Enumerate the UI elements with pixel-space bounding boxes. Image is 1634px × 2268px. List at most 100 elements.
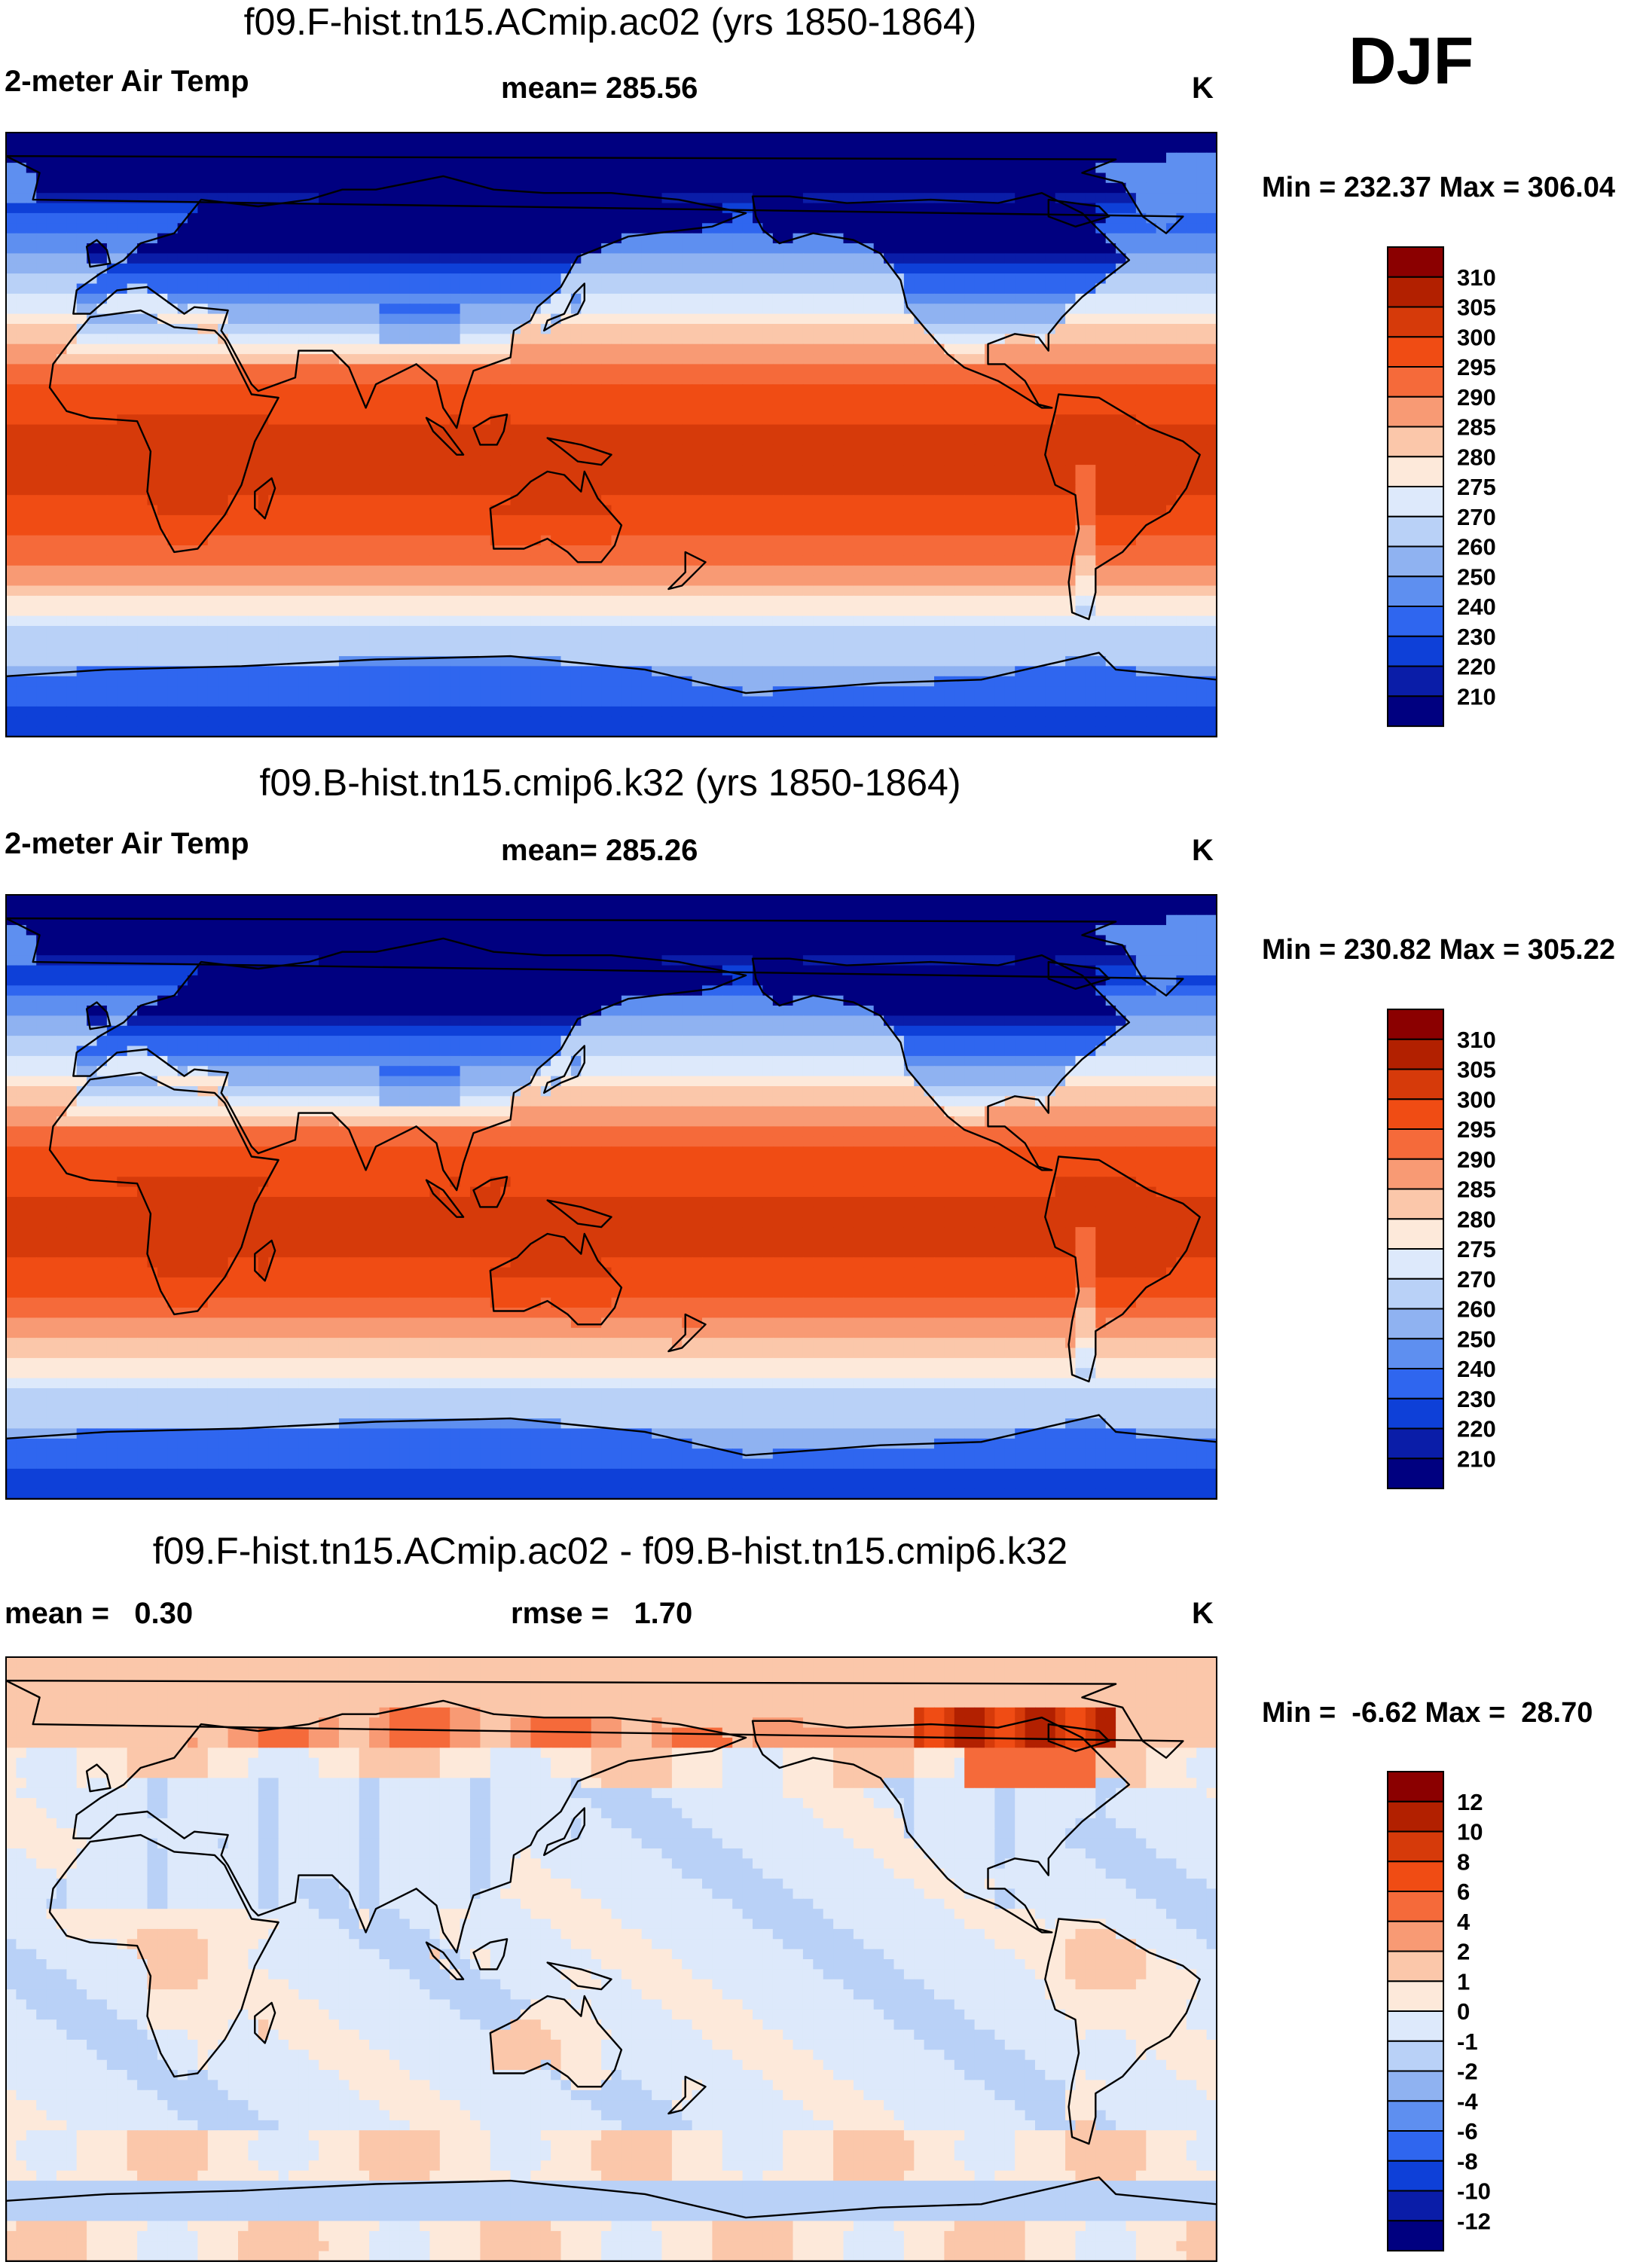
colorbar-box <box>1387 515 1444 548</box>
panel-1-title: f09.F-hist.tn15.ACmip.ac02 (yrs 1850-186… <box>0 0 1220 44</box>
colorbar-box <box>1387 2220 1444 2252</box>
colorbar-box <box>1387 1009 1444 1040</box>
colorbar-box <box>1387 276 1444 308</box>
coastline-australia <box>489 1995 623 2088</box>
colorbar-tick-label: 220 <box>1457 654 1496 680</box>
panel-2-colorbar: 310 305 300 295 290 285 280 275 270 260 250 240 230 2… <box>1387 1009 1496 1490</box>
colorbar-box <box>1387 2190 1444 2222</box>
colorbar-box <box>1387 1248 1444 1280</box>
colorbar-tick-label: 280 <box>1457 1206 1496 1232</box>
coastline-africa <box>48 309 279 554</box>
panel-2-field <box>6 895 1217 1499</box>
colorbar-tick-label: 285 <box>1457 414 1496 441</box>
colorbar-box <box>1387 366 1444 398</box>
coastline-greenland <box>6 155 1184 234</box>
colorbar-box <box>1387 1458 1444 1490</box>
colorbar-tick-label: 12 <box>1457 1789 1483 1815</box>
season-label: DJF <box>1348 23 1474 99</box>
colorbar-tick-label: 250 <box>1457 1326 1496 1352</box>
colorbar-box <box>1387 1830 1444 1863</box>
coastline-japan <box>543 1045 585 1094</box>
colorbar-tick-label: 300 <box>1457 324 1496 350</box>
colorbar-box <box>1387 695 1444 728</box>
coastline-uk <box>85 1763 111 1793</box>
panel-1-field <box>6 133 1217 737</box>
colorbar-tick-label: 1 <box>1457 1968 1470 1995</box>
colorbar-tick-label: 4 <box>1457 1909 1471 1935</box>
colorbar-box <box>1387 635 1444 667</box>
colorbar-tick-label: 275 <box>1457 1236 1496 1262</box>
colorbar-box <box>1387 2130 1444 2162</box>
colorbar-tick-label: 295 <box>1457 1116 1496 1143</box>
colorbar-tick-label: 0 <box>1457 1998 1470 2025</box>
coastline-eurasia <box>72 937 747 1192</box>
panel-1-units: K <box>1192 72 1214 105</box>
colorbar-tick-label: 260 <box>1457 534 1496 560</box>
coastline-sumatra <box>425 1941 465 1980</box>
coastline-borneo <box>472 1938 509 1970</box>
coastline-north-america <box>751 1717 1131 1934</box>
colorbar-tick-label: 280 <box>1457 444 1496 470</box>
colorbar-tick-label: 275 <box>1457 474 1496 500</box>
colorbar-tick-label: -12 <box>1457 2208 1491 2234</box>
coastline-baffin <box>1047 960 1110 990</box>
colorbar-tick-label: 6 <box>1457 1879 1470 1905</box>
panel-1-mean: mean= 285.56 <box>501 72 698 105</box>
colorbar-tick-label: 270 <box>1457 504 1496 530</box>
colorbar-box <box>1387 1800 1444 1833</box>
coastline-sumatra <box>425 417 465 456</box>
colorbar-box <box>1387 1368 1444 1400</box>
coastline-greenland <box>6 917 1184 997</box>
panel-2-minmax: Min = 230.82 Max = 305.22 <box>1262 934 1615 966</box>
colorbar-box <box>1387 1277 1444 1310</box>
coastline-eurasia <box>72 175 747 429</box>
colorbar-tick-label: 8 <box>1457 1848 1470 1875</box>
coastline-new-guinea <box>546 1961 612 1991</box>
coastline-south-america <box>1044 1918 1201 2145</box>
coastline-borneo <box>472 414 509 446</box>
panel-2-frame <box>5 894 1217 1500</box>
panel-1-frame <box>5 132 1217 737</box>
colorbar-box <box>1387 545 1444 578</box>
panel-3-title: f09.F-hist.tn15.ACmip.ac02 - f09.B-hist.… <box>0 1529 1220 1573</box>
panel-3-frame <box>5 1656 1217 2262</box>
colorbar-box <box>1387 2010 1444 2042</box>
coastline-south-america <box>1044 393 1201 621</box>
coastline-greenland <box>6 1680 1184 1759</box>
panel-2-mean: mean= 285.26 <box>501 834 698 868</box>
colorbar-box <box>1387 1038 1444 1070</box>
colorbar-tick-label: 290 <box>1457 384 1496 411</box>
colorbar-box <box>1387 1188 1444 1220</box>
colorbar-box <box>1387 1128 1444 1160</box>
colorbar-box <box>1387 1218 1444 1250</box>
colorbar-tick-label: 260 <box>1457 1296 1496 1323</box>
colorbar-box <box>1387 1920 1444 1952</box>
coastline-uk <box>85 239 111 268</box>
coastline-antarctica <box>6 2176 1217 2261</box>
coastline-north-america <box>751 192 1131 409</box>
colorbar-tick-label: 300 <box>1457 1086 1496 1113</box>
panel-3-map <box>5 1656 1217 2262</box>
colorbar-box <box>1387 1338 1444 1370</box>
colorbar-box <box>1387 1098 1444 1131</box>
colorbar-tick-label: 305 <box>1457 1057 1496 1083</box>
coastline-baffin <box>1047 1723 1110 1752</box>
colorbar-tick-label: 210 <box>1457 683 1496 710</box>
panel-1-variable: 2-meter Air Temp <box>5 65 249 99</box>
coastline-new-guinea <box>546 437 612 466</box>
coastline-new-zealand <box>667 1313 707 1353</box>
panel-2-title: f09.B-hist.tn15.cmip6.k32 (yrs 1850-1864… <box>0 761 1220 804</box>
colorbar-box <box>1387 246 1444 278</box>
colorbar-tick-label: 240 <box>1457 1356 1496 1382</box>
panel-1-minmax: Min = 232.37 Max = 306.04 <box>1262 172 1615 204</box>
coastline-africa <box>48 1833 279 2078</box>
colorbar-box <box>1387 456 1444 488</box>
colorbar-tick-label: 2 <box>1457 1939 1470 1965</box>
colorbar-tick-label: 210 <box>1457 1445 1496 1472</box>
colorbar-box <box>1387 1158 1444 1190</box>
coastline-japan <box>543 282 585 332</box>
colorbar-box <box>1387 395 1444 428</box>
colorbar-box <box>1387 1860 1444 1893</box>
colorbar-box <box>1387 2100 1444 2132</box>
